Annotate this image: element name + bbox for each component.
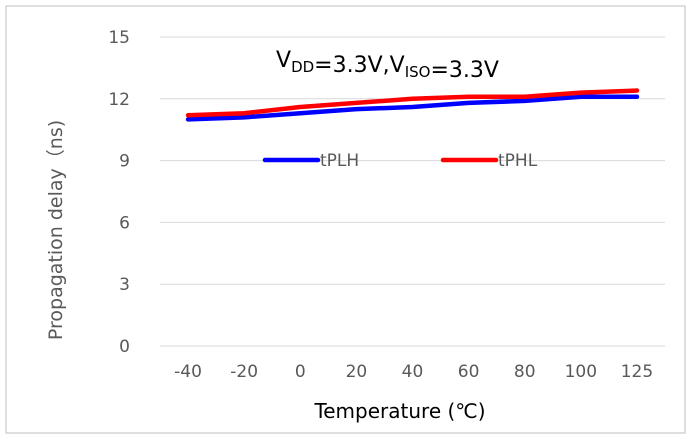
legend-label-tphl: tPHL <box>498 151 538 171</box>
x-tick-label: 0 <box>295 362 306 382</box>
y-tick-labels: 0 3 6 9 12 15 <box>108 28 130 357</box>
x-tick-label: 20 <box>346 362 368 382</box>
x-tick-label: 80 <box>514 362 536 382</box>
x-tick-label: -40 <box>174 362 202 382</box>
series-line-tphl <box>185 88 640 118</box>
y-axis-title: Propagation delay（ns) <box>45 120 67 340</box>
x-tick-label: 100 <box>565 362 597 382</box>
x-tick-label: 60 <box>458 362 480 382</box>
condition-annotation: VDD=3.3V,VISO=3.3V <box>276 48 499 83</box>
y-tick-label: 0 <box>119 337 130 357</box>
y-tick-label: 6 <box>119 213 130 233</box>
legend: tPLH tPHL <box>262 151 538 171</box>
legend-label-tplh: tPLH <box>320 151 359 171</box>
x-tick-labels: -40 -20 0 20 40 60 80 100 125 <box>174 362 653 382</box>
series-line-tplh <box>185 94 640 122</box>
y-tick-label: 15 <box>108 28 130 48</box>
y-tick-label: 12 <box>108 90 130 110</box>
y-tick-label: 9 <box>119 152 130 172</box>
x-tick-label: 40 <box>402 362 424 382</box>
x-tick-label: 125 <box>621 362 653 382</box>
x-tick-label: -20 <box>230 362 258 382</box>
x-axis-title: Temperature (℃) <box>313 399 485 423</box>
series-lines <box>185 88 640 122</box>
chart-border <box>5 5 686 434</box>
y-tick-label: 3 <box>119 275 130 295</box>
